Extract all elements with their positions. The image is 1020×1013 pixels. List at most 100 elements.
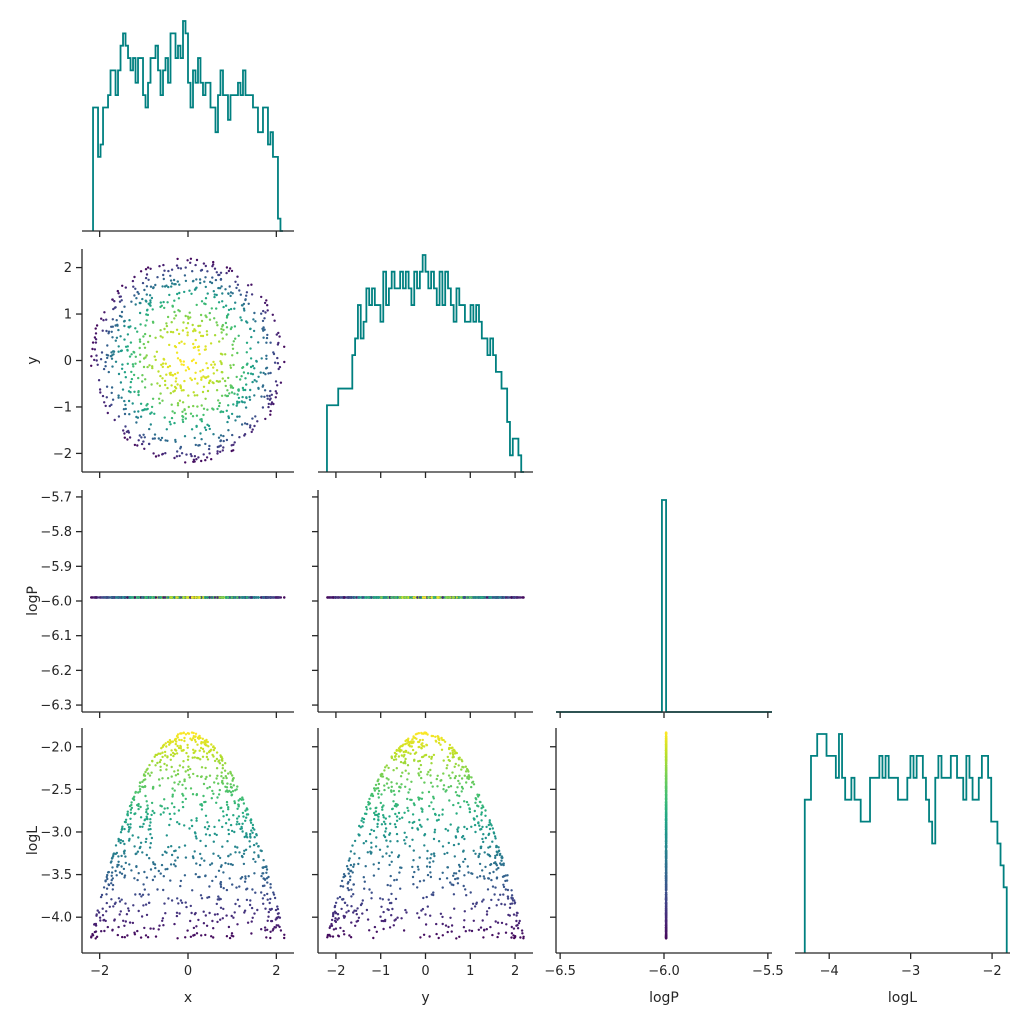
scatter-point bbox=[200, 857, 203, 860]
scatter-point bbox=[199, 852, 202, 856]
scatter-point bbox=[495, 596, 499, 599]
scatter-point bbox=[135, 297, 138, 300]
scatter-point bbox=[483, 929, 486, 932]
scatter-point bbox=[430, 853, 433, 856]
scatter-point bbox=[133, 443, 137, 447]
scatter-point bbox=[477, 855, 480, 859]
scatter-point bbox=[467, 770, 470, 773]
scatter-point bbox=[121, 388, 125, 391]
scatter-point bbox=[265, 299, 268, 302]
scatter-point bbox=[232, 784, 235, 787]
scatter-point bbox=[94, 327, 97, 330]
scatter-point bbox=[346, 596, 349, 599]
scatter-point bbox=[200, 808, 204, 811]
scatter-point bbox=[253, 912, 256, 915]
scatter-point bbox=[382, 910, 385, 914]
scatter-point bbox=[510, 925, 513, 929]
scatter-point bbox=[227, 925, 231, 929]
scatter-point bbox=[234, 419, 237, 422]
scatter-point bbox=[144, 903, 148, 906]
scatter-point bbox=[241, 400, 244, 404]
scatter-point bbox=[110, 351, 113, 354]
scatter-point bbox=[458, 596, 461, 599]
scatter-point bbox=[506, 895, 510, 898]
scatter-point bbox=[245, 294, 248, 297]
scatter-point bbox=[176, 769, 180, 772]
scatter-point bbox=[412, 849, 415, 852]
scatter-point bbox=[176, 404, 180, 407]
scatter-point bbox=[465, 800, 469, 804]
scatter-point bbox=[367, 800, 370, 804]
scatter-point bbox=[143, 288, 146, 292]
scatter-point bbox=[370, 897, 373, 900]
scatter-point bbox=[216, 445, 219, 449]
scatter-point bbox=[249, 821, 253, 824]
scatter-point bbox=[115, 874, 118, 877]
scatter-point bbox=[206, 270, 209, 273]
scatter-point bbox=[352, 863, 356, 866]
scatter-point bbox=[148, 334, 152, 338]
scatter-point bbox=[201, 596, 205, 599]
scatter-point bbox=[464, 770, 468, 773]
scatter-point bbox=[203, 426, 207, 429]
scatter-point bbox=[158, 760, 162, 764]
scatter-point bbox=[95, 359, 98, 362]
scatter-point bbox=[343, 901, 347, 905]
scatter-point bbox=[107, 596, 111, 599]
scatter-point bbox=[150, 801, 154, 805]
scatter-point bbox=[262, 371, 265, 375]
scatter-point bbox=[194, 911, 197, 915]
scatter-point bbox=[181, 410, 184, 413]
scatter-point bbox=[230, 914, 233, 918]
y-tick-label-logL: −3.5 bbox=[40, 868, 72, 883]
scatter-point bbox=[447, 758, 450, 762]
scatter-point bbox=[225, 776, 228, 780]
scatter-point bbox=[497, 596, 501, 599]
scatter-point bbox=[250, 293, 254, 296]
scatter-point bbox=[151, 397, 155, 400]
scatter-point bbox=[484, 814, 487, 817]
scatter-point bbox=[209, 748, 213, 751]
scatter-point bbox=[213, 825, 216, 829]
scatter-point bbox=[140, 436, 143, 439]
scatter-point bbox=[277, 912, 280, 915]
scatter-point bbox=[439, 596, 442, 599]
scatter-point bbox=[464, 888, 467, 891]
scatter-point bbox=[368, 929, 371, 932]
scatter-point bbox=[402, 750, 405, 754]
scatter-point bbox=[433, 812, 437, 816]
scatter-point bbox=[513, 899, 516, 902]
scatter-point bbox=[206, 758, 210, 761]
scatter-point bbox=[274, 926, 277, 929]
scatter-point bbox=[245, 596, 248, 599]
scatter-point bbox=[224, 394, 227, 397]
scatter-point bbox=[494, 856, 497, 860]
scatter-point bbox=[246, 921, 250, 924]
scatter-point bbox=[482, 840, 485, 844]
scatter-point bbox=[399, 775, 403, 778]
scatter-point bbox=[238, 415, 241, 418]
scatter-point bbox=[262, 329, 265, 332]
scatter-point bbox=[123, 338, 126, 341]
scatter-point bbox=[248, 845, 252, 848]
scatter-point bbox=[369, 807, 372, 810]
scatter-point bbox=[482, 805, 485, 809]
scatter-point bbox=[238, 436, 241, 439]
scatter-point bbox=[225, 786, 229, 789]
scatter-point bbox=[110, 898, 113, 901]
scatter-point bbox=[204, 276, 207, 279]
scatter-point bbox=[111, 298, 114, 301]
scatter-point bbox=[144, 818, 147, 821]
scatter-point bbox=[399, 786, 402, 789]
scatter-point bbox=[114, 901, 117, 904]
scatter-point bbox=[171, 740, 175, 743]
scatter-point bbox=[140, 442, 144, 446]
scatter-point bbox=[204, 844, 207, 848]
scatter-point bbox=[173, 310, 176, 314]
scatter-point bbox=[343, 933, 346, 936]
scatter-point bbox=[437, 737, 440, 741]
scatter-point bbox=[139, 402, 143, 405]
scatter-point bbox=[210, 743, 213, 746]
scatter-point bbox=[159, 374, 162, 378]
